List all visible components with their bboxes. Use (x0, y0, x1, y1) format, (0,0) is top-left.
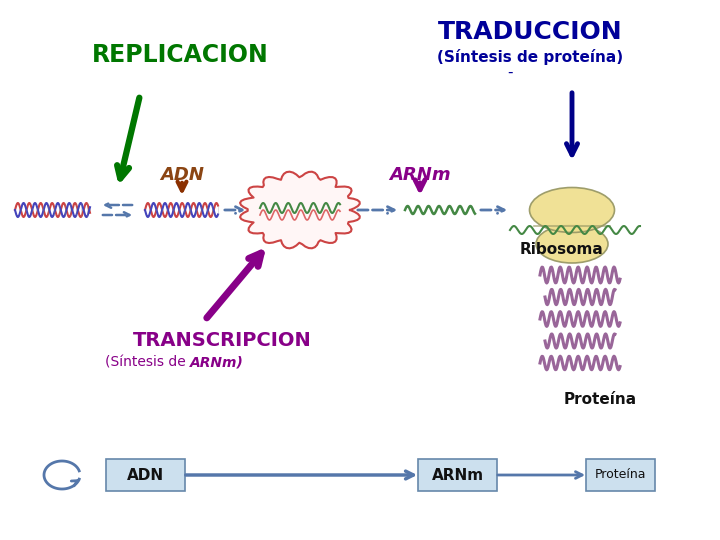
Text: REPLICACION: REPLICACION (92, 43, 269, 67)
Text: (Síntesis de proteína): (Síntesis de proteína) (437, 49, 623, 65)
Ellipse shape (536, 225, 608, 263)
Text: ARNm): ARNm) (190, 355, 244, 369)
FancyBboxPatch shape (106, 459, 185, 491)
Text: Proteína: Proteína (595, 469, 647, 482)
Text: TRADUCCION: TRADUCCION (438, 20, 622, 44)
Text: Proteína: Proteína (564, 393, 636, 408)
Text: (Síntesis de: (Síntesis de (105, 355, 190, 369)
Text: ADN: ADN (127, 468, 164, 483)
FancyBboxPatch shape (586, 459, 655, 491)
Text: Ribosoma: Ribosoma (520, 242, 604, 258)
Text: ARNm: ARNm (431, 468, 484, 483)
FancyBboxPatch shape (418, 459, 497, 491)
Text: ARNm: ARNm (390, 166, 451, 184)
Text: -: - (508, 64, 513, 79)
Text: TRANSCRIPCION: TRANSCRIPCION (132, 330, 311, 349)
Polygon shape (240, 172, 360, 248)
Text: ADN: ADN (160, 166, 204, 184)
Ellipse shape (529, 187, 614, 233)
